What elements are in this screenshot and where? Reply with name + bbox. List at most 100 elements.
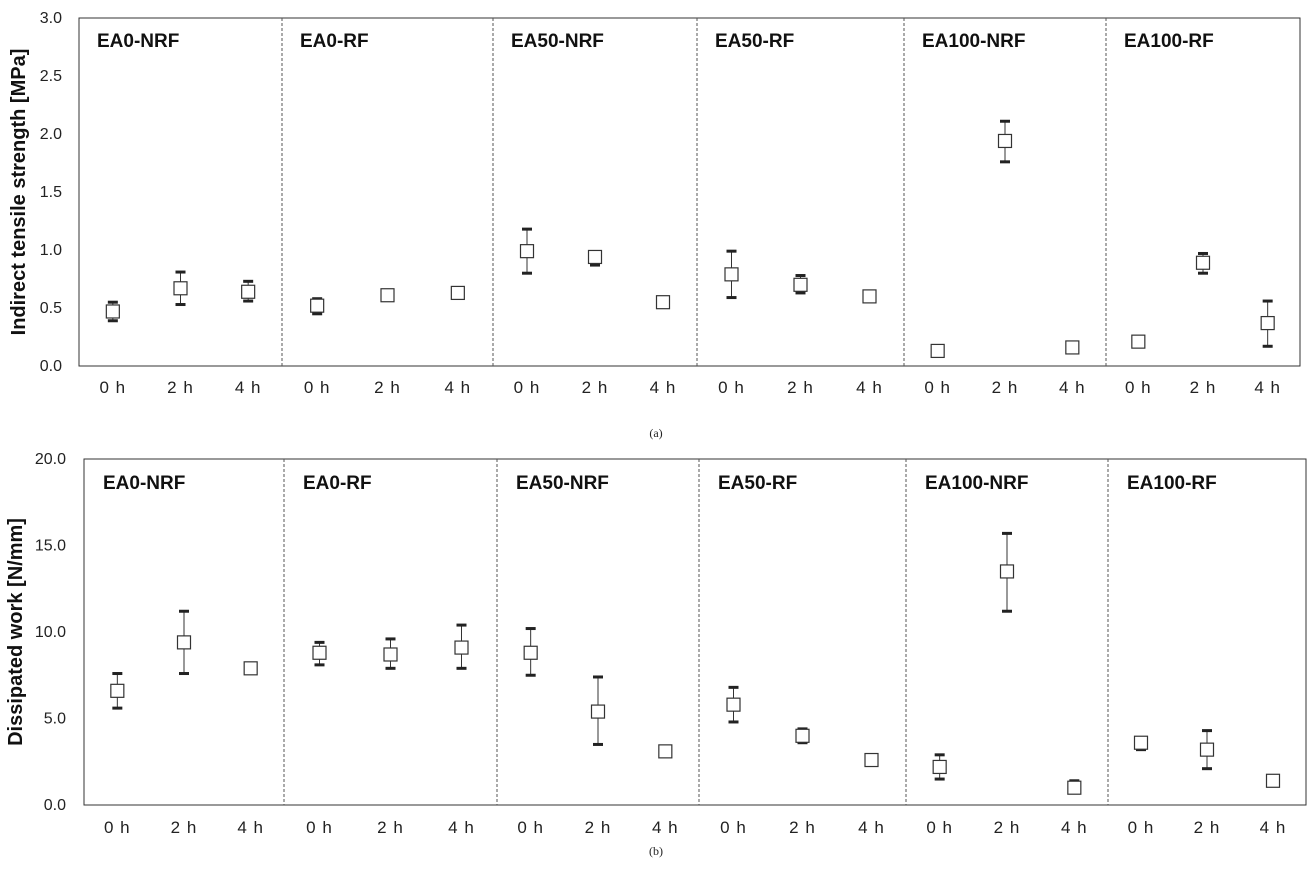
data-point-group	[110, 672, 125, 710]
data-point-marker	[724, 267, 739, 282]
data-point-marker	[864, 752, 879, 768]
data-point-group	[523, 627, 538, 677]
data-point-marker	[380, 288, 395, 303]
data-point-group	[726, 685, 741, 724]
data-point-group	[655, 295, 671, 310]
data-point-marker	[173, 281, 188, 296]
data-point-marker	[590, 704, 606, 719]
data-point-group	[997, 119, 1013, 164]
group-label: EA0-NRF	[103, 473, 185, 494]
data-point-group	[450, 285, 465, 301]
x-tick-label: 2 h	[994, 818, 1021, 837]
data-point-group	[454, 623, 469, 670]
data-point-group	[930, 343, 945, 359]
x-tick-label: 0 h	[304, 378, 331, 397]
plot-frame	[78, 17, 1301, 367]
data-point-marker	[310, 298, 325, 313]
data-point-group	[1199, 729, 1215, 771]
data-point-group	[173, 270, 188, 307]
data-point-group	[1133, 735, 1149, 752]
data-point-group	[724, 249, 739, 300]
y-axis-label: Indirect tensile strength [MPa]	[8, 49, 30, 336]
data-point-marker	[793, 277, 808, 292]
chart-panel-a: 0.0 0.5 1.0 1.5 2.0 2.5 3.0 Indirect tensile st…	[8, 10, 1301, 440]
data-point-marker	[1260, 315, 1275, 331]
x-tick-label: 0 h	[514, 378, 541, 397]
data-point-marker	[105, 304, 120, 319]
data-point-group	[519, 227, 535, 275]
group-label: EA0-RF	[300, 31, 369, 52]
x-tick-label: 0 h	[1125, 378, 1152, 397]
group-label: EA50-NRF	[511, 31, 604, 52]
x-tick-label: 0 h	[104, 818, 131, 837]
data-point-group	[862, 289, 877, 304]
x-tick-label: 0 h	[924, 378, 951, 397]
figure-caption: (a)	[649, 426, 662, 440]
x-tick-label: 2 h	[1190, 378, 1217, 397]
x-tick-label: 4 h	[1260, 818, 1287, 837]
x-tick-label: 4 h	[650, 378, 677, 397]
data-point-marker	[241, 284, 256, 299]
x-tick-label: 4 h	[1059, 378, 1086, 397]
data-point-marker	[999, 564, 1015, 579]
data-point-marker	[383, 647, 398, 662]
group-label: EA50-NRF	[516, 473, 609, 494]
data-point-marker	[1067, 780, 1082, 795]
x-tick-label: 2 h	[789, 818, 816, 837]
data-point-marker	[110, 683, 125, 698]
x-tick-label: 0 h	[100, 378, 127, 397]
y-tick-label: 15.0	[35, 538, 66, 555]
y-tick-label: 2.0	[40, 126, 62, 143]
group-label: EA100-RF	[1127, 473, 1217, 494]
data-point-marker	[1133, 735, 1149, 750]
x-tick-label: 4 h	[858, 818, 885, 837]
data-point-marker	[243, 661, 258, 676]
y-tick-label: 1.5	[40, 184, 62, 201]
data-point-marker	[930, 343, 945, 359]
data-point-group	[1260, 299, 1275, 348]
data-point-marker	[450, 285, 465, 301]
x-tick-label: 0 h	[720, 818, 747, 837]
data-point-group	[1067, 779, 1082, 795]
plot-frame	[83, 458, 1307, 806]
x-tick-label: 2 h	[787, 378, 814, 397]
x-tick-label: 2 h	[992, 378, 1019, 397]
data-point-group	[1131, 334, 1146, 349]
data-point-marker	[1265, 773, 1281, 788]
x-tick-label: 0 h	[517, 818, 544, 837]
group-label: EA50-RF	[715, 31, 794, 52]
x-tick-label: 2 h	[585, 818, 612, 837]
x-tick-label: 4 h	[1061, 818, 1088, 837]
y-tick-label: 2.5	[40, 68, 62, 85]
data-point-marker	[312, 645, 327, 660]
x-tick-label: 2 h	[377, 818, 404, 837]
y-tick-label: 0.0	[44, 797, 66, 814]
chart-panel-b: 0.0 5.0 10.0 15.0 20.0 Dissipated work [N/mm]…	[5, 451, 1307, 858]
data-point-marker	[1065, 340, 1080, 355]
y-tick-label: 10.0	[35, 624, 66, 641]
data-point-marker	[1195, 255, 1211, 270]
data-point-group	[176, 609, 192, 676]
data-point-group	[587, 249, 603, 267]
x-tick-label: 4 h	[1254, 378, 1281, 397]
data-point-marker	[795, 728, 810, 743]
data-point-group	[241, 279, 256, 303]
x-tick-label: 2 h	[582, 378, 609, 397]
x-tick-label: 4 h	[237, 818, 264, 837]
x-tick-label: 4 h	[652, 818, 679, 837]
y-tick-label: 1.0	[40, 242, 62, 259]
y-axis-label: Dissipated work [N/mm]	[5, 518, 27, 746]
data-point-group	[310, 297, 325, 316]
x-tick-label: 2 h	[374, 378, 401, 397]
x-tick-label: 0 h	[926, 818, 953, 837]
group-label: EA100-RF	[1124, 31, 1214, 52]
y-tick-label: 0.5	[40, 300, 62, 317]
data-point-marker	[658, 744, 673, 759]
data-point-group	[383, 637, 398, 670]
data-point-group	[864, 752, 879, 768]
data-point-group	[1065, 340, 1080, 355]
x-tick-label: 0 h	[718, 378, 745, 397]
data-point-marker	[587, 249, 603, 265]
data-point-group	[932, 753, 947, 781]
